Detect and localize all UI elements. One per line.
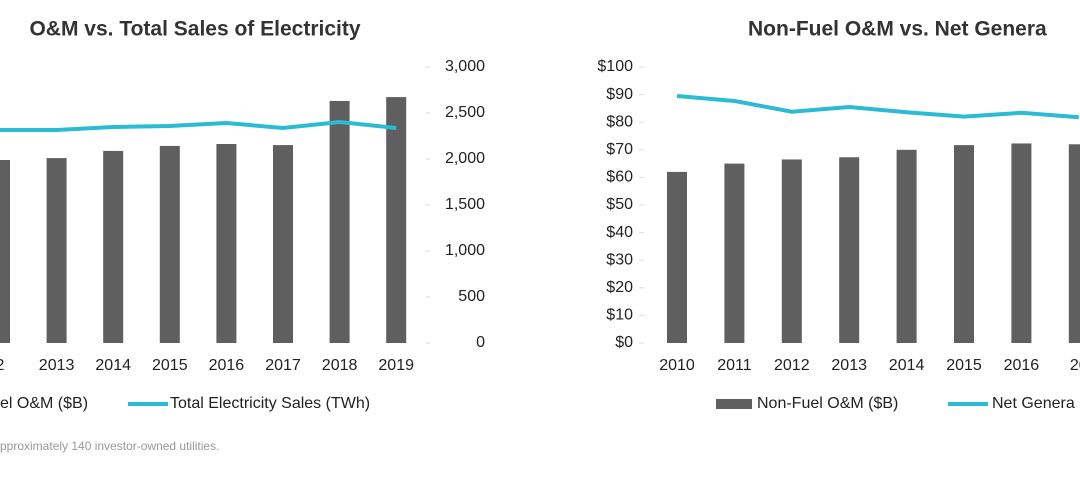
footnote: pproximately 140 investor-owned utilitie… [0, 439, 219, 453]
legend-swatch [716, 399, 752, 409]
y-tick-label: $70 [606, 141, 633, 158]
line [0, 120, 397, 133]
bar [216, 144, 237, 343]
x-tick-label: 2013 [39, 357, 75, 374]
y-tick-label: $20 [606, 279, 633, 296]
y-tick-label: $10 [606, 307, 633, 324]
x-tick-label: 2014 [95, 357, 131, 374]
x-tick-label: 2012 [774, 357, 810, 374]
x-tick-label: 2016 [1004, 357, 1040, 374]
y-tick-label: $100 [597, 58, 633, 75]
x-tick-label: 2 [0, 357, 5, 374]
bar [159, 145, 180, 343]
x-tick-label: 2019 [378, 357, 414, 374]
chart-title: Non-Fuel O&M vs. Net Genera [748, 18, 1047, 41]
bar [896, 149, 917, 343]
chart-title: O&M vs. Total Sales of Electricity [29, 18, 360, 41]
y-tick-label: $0 [615, 334, 633, 351]
bar [0, 160, 10, 343]
y-tick-label: $30 [606, 251, 633, 268]
bar [46, 158, 67, 343]
legend-label: Net Genera [992, 395, 1075, 412]
y2-tick-label: 1,000 [445, 242, 485, 259]
y-tick-label: $40 [606, 224, 633, 241]
x-tick-label: 2016 [209, 357, 245, 374]
y2-tick-label: 1,500 [445, 196, 485, 213]
x-tick-label: 2014 [889, 357, 925, 374]
x-tick-label: 2015 [152, 357, 188, 374]
x-tick-label: 2011 [717, 357, 752, 374]
bar [667, 171, 687, 343]
y-tick-label: $50 [606, 196, 633, 213]
x-tick-label: 2018 [322, 357, 358, 374]
bar [781, 159, 802, 343]
bar [724, 163, 745, 343]
x-tick-label: 2013 [831, 357, 867, 374]
bar [273, 145, 293, 343]
y-tick-label: $90 [606, 86, 633, 103]
bar [1068, 144, 1080, 343]
bar [954, 145, 974, 343]
y2-tick-label: 2,500 [445, 104, 485, 121]
x-tick-label: 2015 [946, 357, 982, 374]
legend-label: Total Electricity Sales (TWh) [170, 395, 370, 412]
x-tick-label: 2017 [265, 357, 301, 374]
y2-tick-label: 0 [476, 334, 485, 351]
y2-tick-label: 500 [458, 288, 485, 305]
y-tick-label: $80 [606, 113, 633, 130]
bar [839, 157, 860, 343]
legend-label: el O&M ($B) [0, 395, 88, 412]
y2-tick-label: 2,000 [445, 150, 485, 167]
line [676, 93, 1079, 120]
legend-label: Non-Fuel O&M ($B) [757, 395, 898, 412]
x-tick-label: 20 [1070, 357, 1080, 374]
x-tick-label: 2010 [659, 357, 695, 374]
bar [103, 150, 124, 343]
y-tick-label: $60 [606, 169, 633, 186]
y2-tick-label: 3,000 [445, 58, 485, 75]
bar [329, 100, 350, 343]
bar [1011, 143, 1032, 343]
bar [386, 97, 407, 343]
